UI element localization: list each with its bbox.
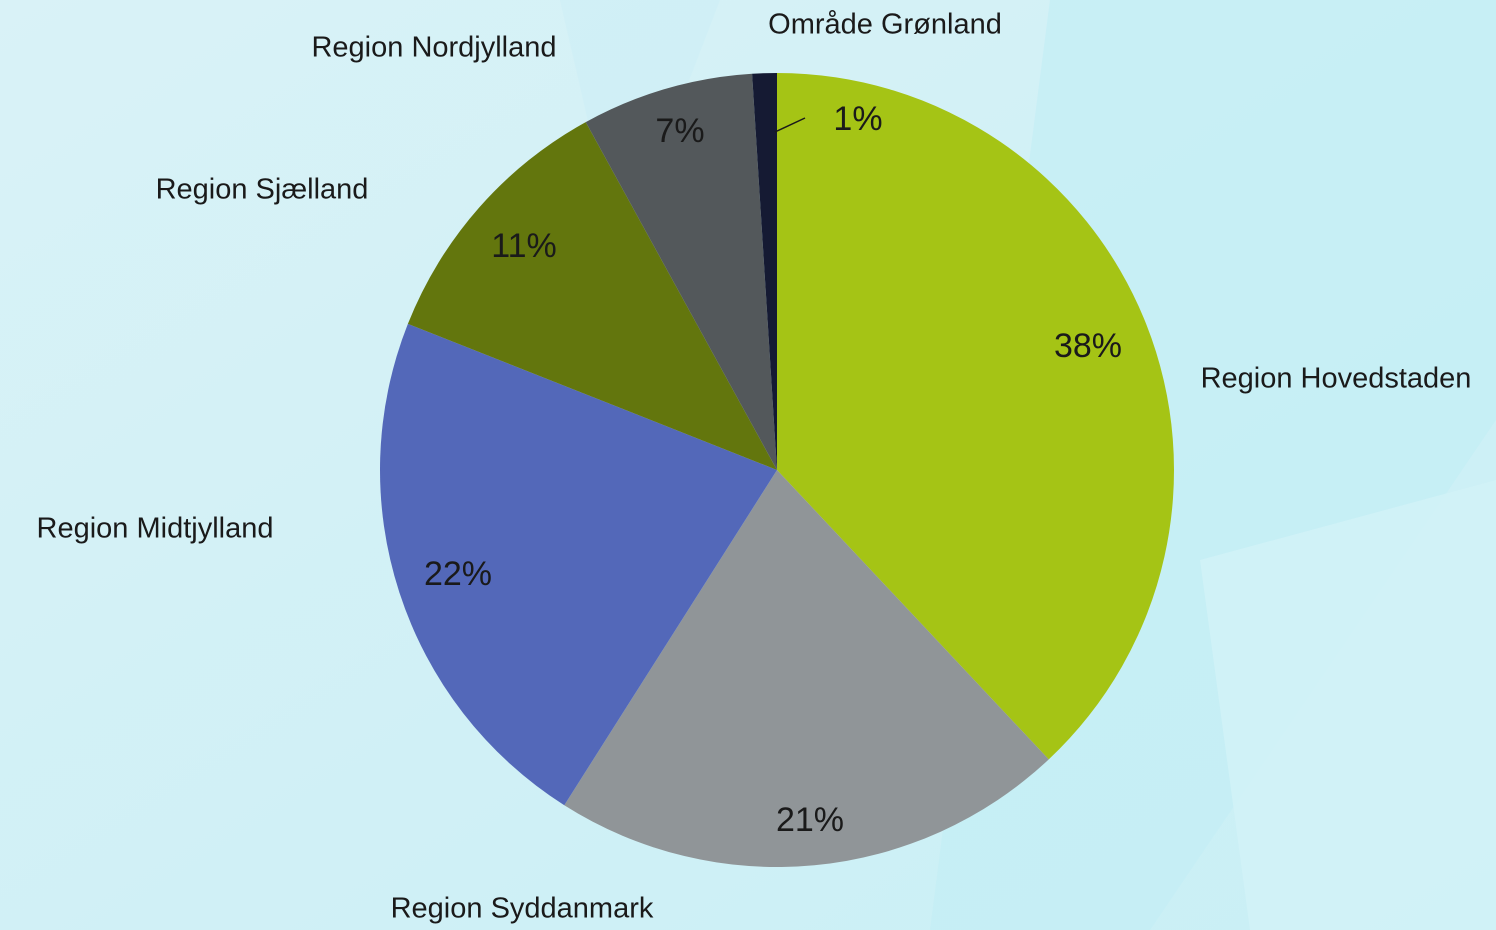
pie-slice xyxy=(380,323,777,806)
data-label: 22% xyxy=(424,555,492,593)
data-label: 11% xyxy=(491,227,557,265)
data-label: 38% xyxy=(1054,327,1122,365)
pie-slice xyxy=(407,122,777,470)
category-label: Region Hovedstaden xyxy=(1201,363,1472,395)
pie-slice xyxy=(752,73,777,470)
data-label: 1% xyxy=(833,100,882,138)
leader-line xyxy=(774,117,806,133)
pie-slice xyxy=(585,73,777,470)
data-label: 21% xyxy=(776,801,844,839)
category-label: Region Midtjylland xyxy=(37,513,274,545)
category-label: Region Nordjylland xyxy=(311,32,556,64)
pie-slice xyxy=(564,470,1049,868)
category-label: Region Syddanmark xyxy=(391,893,654,925)
background-facet xyxy=(1200,480,1496,930)
pie-slice xyxy=(777,73,1174,760)
category-label: Område Grønland xyxy=(768,9,1002,41)
data-label: 7% xyxy=(655,112,704,150)
category-label: Region Sjælland xyxy=(156,174,369,206)
